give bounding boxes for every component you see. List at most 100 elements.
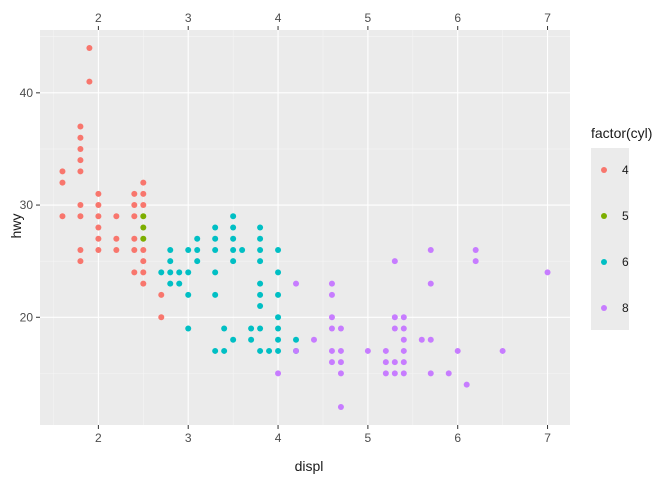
data-point-cyl-4 xyxy=(59,213,66,220)
data-point-cyl-8 xyxy=(328,280,335,287)
data-point-cyl-6 xyxy=(230,213,237,220)
data-point-cyl-4 xyxy=(77,145,84,152)
x-axis-title: displ xyxy=(295,458,324,474)
data-point-cyl-8 xyxy=(391,314,398,321)
data-point-cyl-4 xyxy=(131,246,138,253)
legend: factor(cyl) 4 5 6 8 xyxy=(591,125,652,330)
data-point-cyl-4 xyxy=(77,134,84,141)
data-point-cyl-5 xyxy=(140,235,147,242)
x-top-tick-label: 4 xyxy=(275,11,282,25)
data-point-cyl-6 xyxy=(257,280,264,287)
minor-gridlines xyxy=(40,30,570,425)
data-point-cyl-8 xyxy=(310,336,317,343)
y-tick-label: 30 xyxy=(20,198,34,212)
data-point-cyl-6 xyxy=(275,246,282,253)
legend-label-cyl-8: 8 xyxy=(622,301,629,315)
data-point-cyl-4 xyxy=(131,235,138,242)
data-point-cyl-8 xyxy=(400,359,407,366)
data-point-cyl-6 xyxy=(194,246,201,253)
data-point-cyl-4 xyxy=(131,269,138,276)
data-point-cyl-4 xyxy=(77,123,84,130)
data-point-cyl-4 xyxy=(140,179,147,186)
data-point-cyl-4 xyxy=(77,157,84,164)
data-point-cyl-6 xyxy=(212,235,219,242)
data-point-cyl-6 xyxy=(185,269,192,276)
x-tick-label: 7 xyxy=(544,431,551,445)
data-point-cyl-6 xyxy=(275,291,282,298)
data-point-cyl-6 xyxy=(230,224,237,231)
data-point-cyl-8 xyxy=(400,314,407,321)
data-point-cyl-4 xyxy=(95,246,102,253)
data-point-cyl-4 xyxy=(113,213,120,220)
legend-entries: 4 5 6 8 xyxy=(601,163,629,315)
data-point-cyl-8 xyxy=(293,347,300,354)
data-point-cyl-8 xyxy=(328,347,335,354)
data-point-cyl-6 xyxy=(257,291,264,298)
data-point-cyl-6 xyxy=(185,291,192,298)
data-point-cyl-4 xyxy=(140,269,147,276)
plot-panel xyxy=(40,30,570,425)
data-point-cyl-6 xyxy=(167,246,174,253)
data-point-cyl-6 xyxy=(275,325,282,332)
data-point-cyl-8 xyxy=(427,246,434,253)
x-top-tick-label: 7 xyxy=(544,11,551,25)
legend-title: factor(cyl) xyxy=(591,125,652,141)
data-point-cyl-4 xyxy=(140,280,147,287)
data-point-cyl-6 xyxy=(185,246,192,253)
data-point-cyl-4 xyxy=(158,314,165,321)
data-point-cyl-8 xyxy=(382,359,389,366)
data-point-cyl-4 xyxy=(140,202,147,209)
data-point-cyl-6 xyxy=(230,258,237,265)
data-point-cyl-8 xyxy=(427,336,434,343)
data-point-cyl-8 xyxy=(391,325,398,332)
data-point-cyl-4 xyxy=(77,168,84,175)
data-point-cyl-6 xyxy=(275,347,282,354)
data-point-cyl-6 xyxy=(167,280,174,287)
data-point-cyl-6 xyxy=(257,325,264,332)
data-point-cyl-6 xyxy=(167,269,174,276)
data-point-cyl-6 xyxy=(275,336,282,343)
data-point-cyl-4 xyxy=(140,258,147,265)
x-tick-label: 4 xyxy=(275,431,282,445)
y-axis: 20 30 40 xyxy=(20,86,40,324)
data-point-cyl-8 xyxy=(544,269,551,276)
data-point-cyl-8 xyxy=(391,359,398,366)
data-point-cyl-4 xyxy=(131,202,138,209)
data-point-cyl-6 xyxy=(239,246,246,253)
data-point-cyl-6 xyxy=(257,235,264,242)
data-point-cyl-8 xyxy=(400,325,407,332)
x-tick-label: 2 xyxy=(95,431,102,445)
x-axis-bottom: 2 3 4 5 6 7 xyxy=(95,425,551,445)
legend-label-cyl-5: 5 xyxy=(622,209,629,223)
data-point-cyl-6 xyxy=(212,246,219,253)
data-point-cyl-4 xyxy=(113,235,120,242)
legend-key-cyl-4 xyxy=(601,167,607,173)
data-point-cyl-4 xyxy=(95,224,102,231)
data-point-cyl-4 xyxy=(158,291,165,298)
data-point-cyl-8 xyxy=(364,347,371,354)
data-point-cyl-8 xyxy=(427,370,434,377)
data-point-cyl-4 xyxy=(131,190,138,197)
data-point-cyl-8 xyxy=(293,280,300,287)
data-point-cyl-4 xyxy=(59,168,66,175)
data-point-cyl-8 xyxy=(337,370,344,377)
legend-label-cyl-6: 6 xyxy=(622,255,629,269)
x-tick-label: 6 xyxy=(454,431,461,445)
data-point-cyl-8 xyxy=(337,404,344,411)
data-point-cyl-6 xyxy=(275,314,282,321)
data-point-cyl-6 xyxy=(266,347,273,354)
data-point-cyl-8 xyxy=(328,359,335,366)
data-point-cyl-4 xyxy=(86,78,93,85)
y-tick-label: 20 xyxy=(20,310,34,324)
data-point-cyl-6 xyxy=(257,224,264,231)
data-point-cyl-6 xyxy=(158,269,165,276)
data-point-cyl-6 xyxy=(293,336,300,343)
data-point-cyl-8 xyxy=(400,347,407,354)
data-point-cyl-8 xyxy=(337,347,344,354)
data-point-cyl-6 xyxy=(230,235,237,242)
data-point-cyl-6 xyxy=(194,235,201,242)
data-point-cyl-6 xyxy=(257,258,264,265)
data-point-cyl-8 xyxy=(391,258,398,265)
major-gridlines xyxy=(40,30,570,425)
